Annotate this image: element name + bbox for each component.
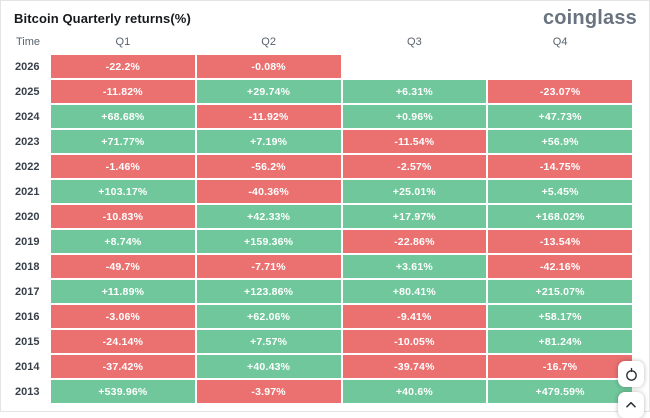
return-cell: -3.06% — [51, 305, 195, 328]
return-cell: -37.42% — [51, 355, 195, 378]
table-row: 2014 -37.42% +40.43% -39.74% -16.7% — [1, 355, 649, 378]
column-header-q3: Q3 — [407, 36, 422, 48]
return-cell: -1.46% — [51, 155, 195, 178]
return-cell: +56.9% — [488, 130, 632, 153]
return-cell: +71.77% — [51, 130, 195, 153]
return-cell: -56.2% — [196, 155, 341, 178]
table-row: 2024 +68.68% -11.92% +0.96% +47.73% — [1, 105, 649, 128]
return-cell: +29.74% — [196, 80, 341, 103]
return-cell: +7.57% — [196, 330, 341, 353]
table-row: 2022 -1.46% -56.2% -2.57% -14.75% — [1, 155, 649, 178]
return-cell: -24.14% — [51, 330, 195, 353]
floating-button-stack — [618, 361, 644, 418]
timer-button[interactable] — [618, 361, 644, 387]
table-row: 2018 -49.7% -7.71% +3.61% -42.16% — [1, 255, 649, 278]
return-cell: -42.16% — [488, 255, 632, 278]
return-cell: +62.06% — [196, 305, 341, 328]
year-label: 2024 — [15, 110, 40, 123]
return-cell: +11.89% — [51, 280, 195, 303]
return-cell: +40.6% — [342, 380, 487, 403]
return-cell: +80.41% — [342, 280, 487, 303]
year-label: 2018 — [15, 260, 40, 273]
return-cell: -11.92% — [196, 105, 341, 128]
year-label: 2021 — [15, 185, 40, 198]
return-cell: +42.33% — [196, 205, 341, 228]
return-cell: -16.7% — [488, 355, 632, 378]
table-row: 2017 +11.89% +123.86% +80.41% +215.07% — [1, 280, 649, 303]
scroll-to-top-button[interactable] — [618, 392, 644, 418]
return-cell: +123.86% — [196, 280, 341, 303]
empty-cell — [343, 55, 487, 78]
year-label: 2016 — [15, 310, 40, 323]
return-cell: +215.07% — [488, 280, 632, 303]
return-cell: +17.97% — [342, 205, 487, 228]
coinglass-logo: coinglass — [542, 7, 637, 29]
return-cell: +0.96% — [342, 105, 487, 128]
return-cell: +539.96% — [51, 380, 195, 403]
return-cell: -40.36% — [196, 180, 341, 203]
return-cell: +103.17% — [51, 180, 195, 203]
return-cell: +7.19% — [196, 130, 341, 153]
returns-table-body: 2026 -22.2% -0.08% 2025 -11.82% +29.74% +6.31%… — [1, 55, 649, 403]
year-label: 2017 — [15, 285, 40, 298]
return-cell: -23.07% — [488, 80, 632, 103]
return-cell: +5.45% — [488, 180, 632, 203]
year-label: 2014 — [15, 360, 40, 373]
return-cell: -9.41% — [342, 305, 487, 328]
column-header-q2: Q2 — [261, 36, 276, 48]
return-cell: +81.24% — [488, 330, 632, 353]
table-row: 2021 +103.17% -40.36% +25.01% +5.45% — [1, 180, 649, 203]
return-cell: +6.31% — [342, 80, 487, 103]
title-bar: Bitcoin Quarterly returns(%) coinglass — [1, 1, 649, 31]
page-title: Bitcoin Quarterly returns(%) — [14, 11, 191, 26]
year-label: 2023 — [15, 135, 40, 148]
return-cell: -49.7% — [51, 255, 195, 278]
return-cell: +159.36% — [196, 230, 341, 253]
year-label: 2013 — [15, 385, 40, 398]
return-cell: +25.01% — [342, 180, 487, 203]
table-row: 2016 -3.06% +62.06% -9.41% +58.17% — [1, 305, 649, 328]
table-row: 2020 -10.83% +42.33% +17.97% +168.02% — [1, 205, 649, 228]
return-cell: -22.86% — [342, 230, 487, 253]
return-cell: +168.02% — [488, 205, 632, 228]
return-cell: -11.82% — [51, 80, 195, 103]
empty-cell — [488, 55, 632, 78]
return-cell: -14.75% — [488, 155, 632, 178]
return-cell: -7.71% — [196, 255, 341, 278]
return-cell: -3.97% — [196, 380, 341, 403]
return-cell: +47.73% — [488, 105, 632, 128]
year-label: 2015 — [15, 335, 40, 348]
year-label: 2020 — [15, 210, 40, 223]
table-row: 2023 +71.77% +7.19% -11.54% +56.9% — [1, 130, 649, 153]
return-cell: -22.2% — [51, 55, 195, 78]
return-cell: -0.08% — [196, 55, 341, 78]
return-cell: +3.61% — [342, 255, 487, 278]
table-row: 2013 +539.96% -3.97% +40.6% +479.59% — [1, 380, 649, 403]
return-cell: -10.83% — [51, 205, 195, 228]
timer-icon — [624, 367, 639, 382]
year-label: 2026 — [15, 60, 40, 73]
return-cell: +8.74% — [51, 230, 195, 253]
return-cell: -13.54% — [488, 230, 632, 253]
year-label: 2019 — [15, 235, 40, 248]
return-cell: -10.05% — [342, 330, 487, 353]
return-cell: +58.17% — [488, 305, 632, 328]
table-row: 2019 +8.74% +159.36% -22.86% -13.54% — [1, 230, 649, 253]
return-cell: -2.57% — [342, 155, 487, 178]
table-row: 2026 -22.2% -0.08% — [1, 55, 649, 78]
return-cell: -39.74% — [342, 355, 487, 378]
table-header-row: Time Q1 Q2 Q3 Q4 — [1, 36, 649, 48]
column-header-time: Time — [16, 36, 41, 48]
column-header-q4: Q4 — [552, 36, 568, 48]
year-label: 2022 — [15, 160, 40, 173]
return-cell: +479.59% — [488, 380, 632, 403]
column-header-q1: Q1 — [115, 36, 131, 48]
return-cell: +40.43% — [196, 355, 341, 378]
chevron-up-icon — [624, 398, 638, 412]
return-cell: +68.68% — [51, 105, 195, 128]
return-cell: -11.54% — [342, 130, 487, 153]
year-label: 2025 — [15, 85, 40, 98]
table-row: 2015 -24.14% +7.57% -10.05% +81.24% — [1, 330, 649, 353]
table-row: 2025 -11.82% +29.74% +6.31% -23.07% — [1, 80, 649, 103]
